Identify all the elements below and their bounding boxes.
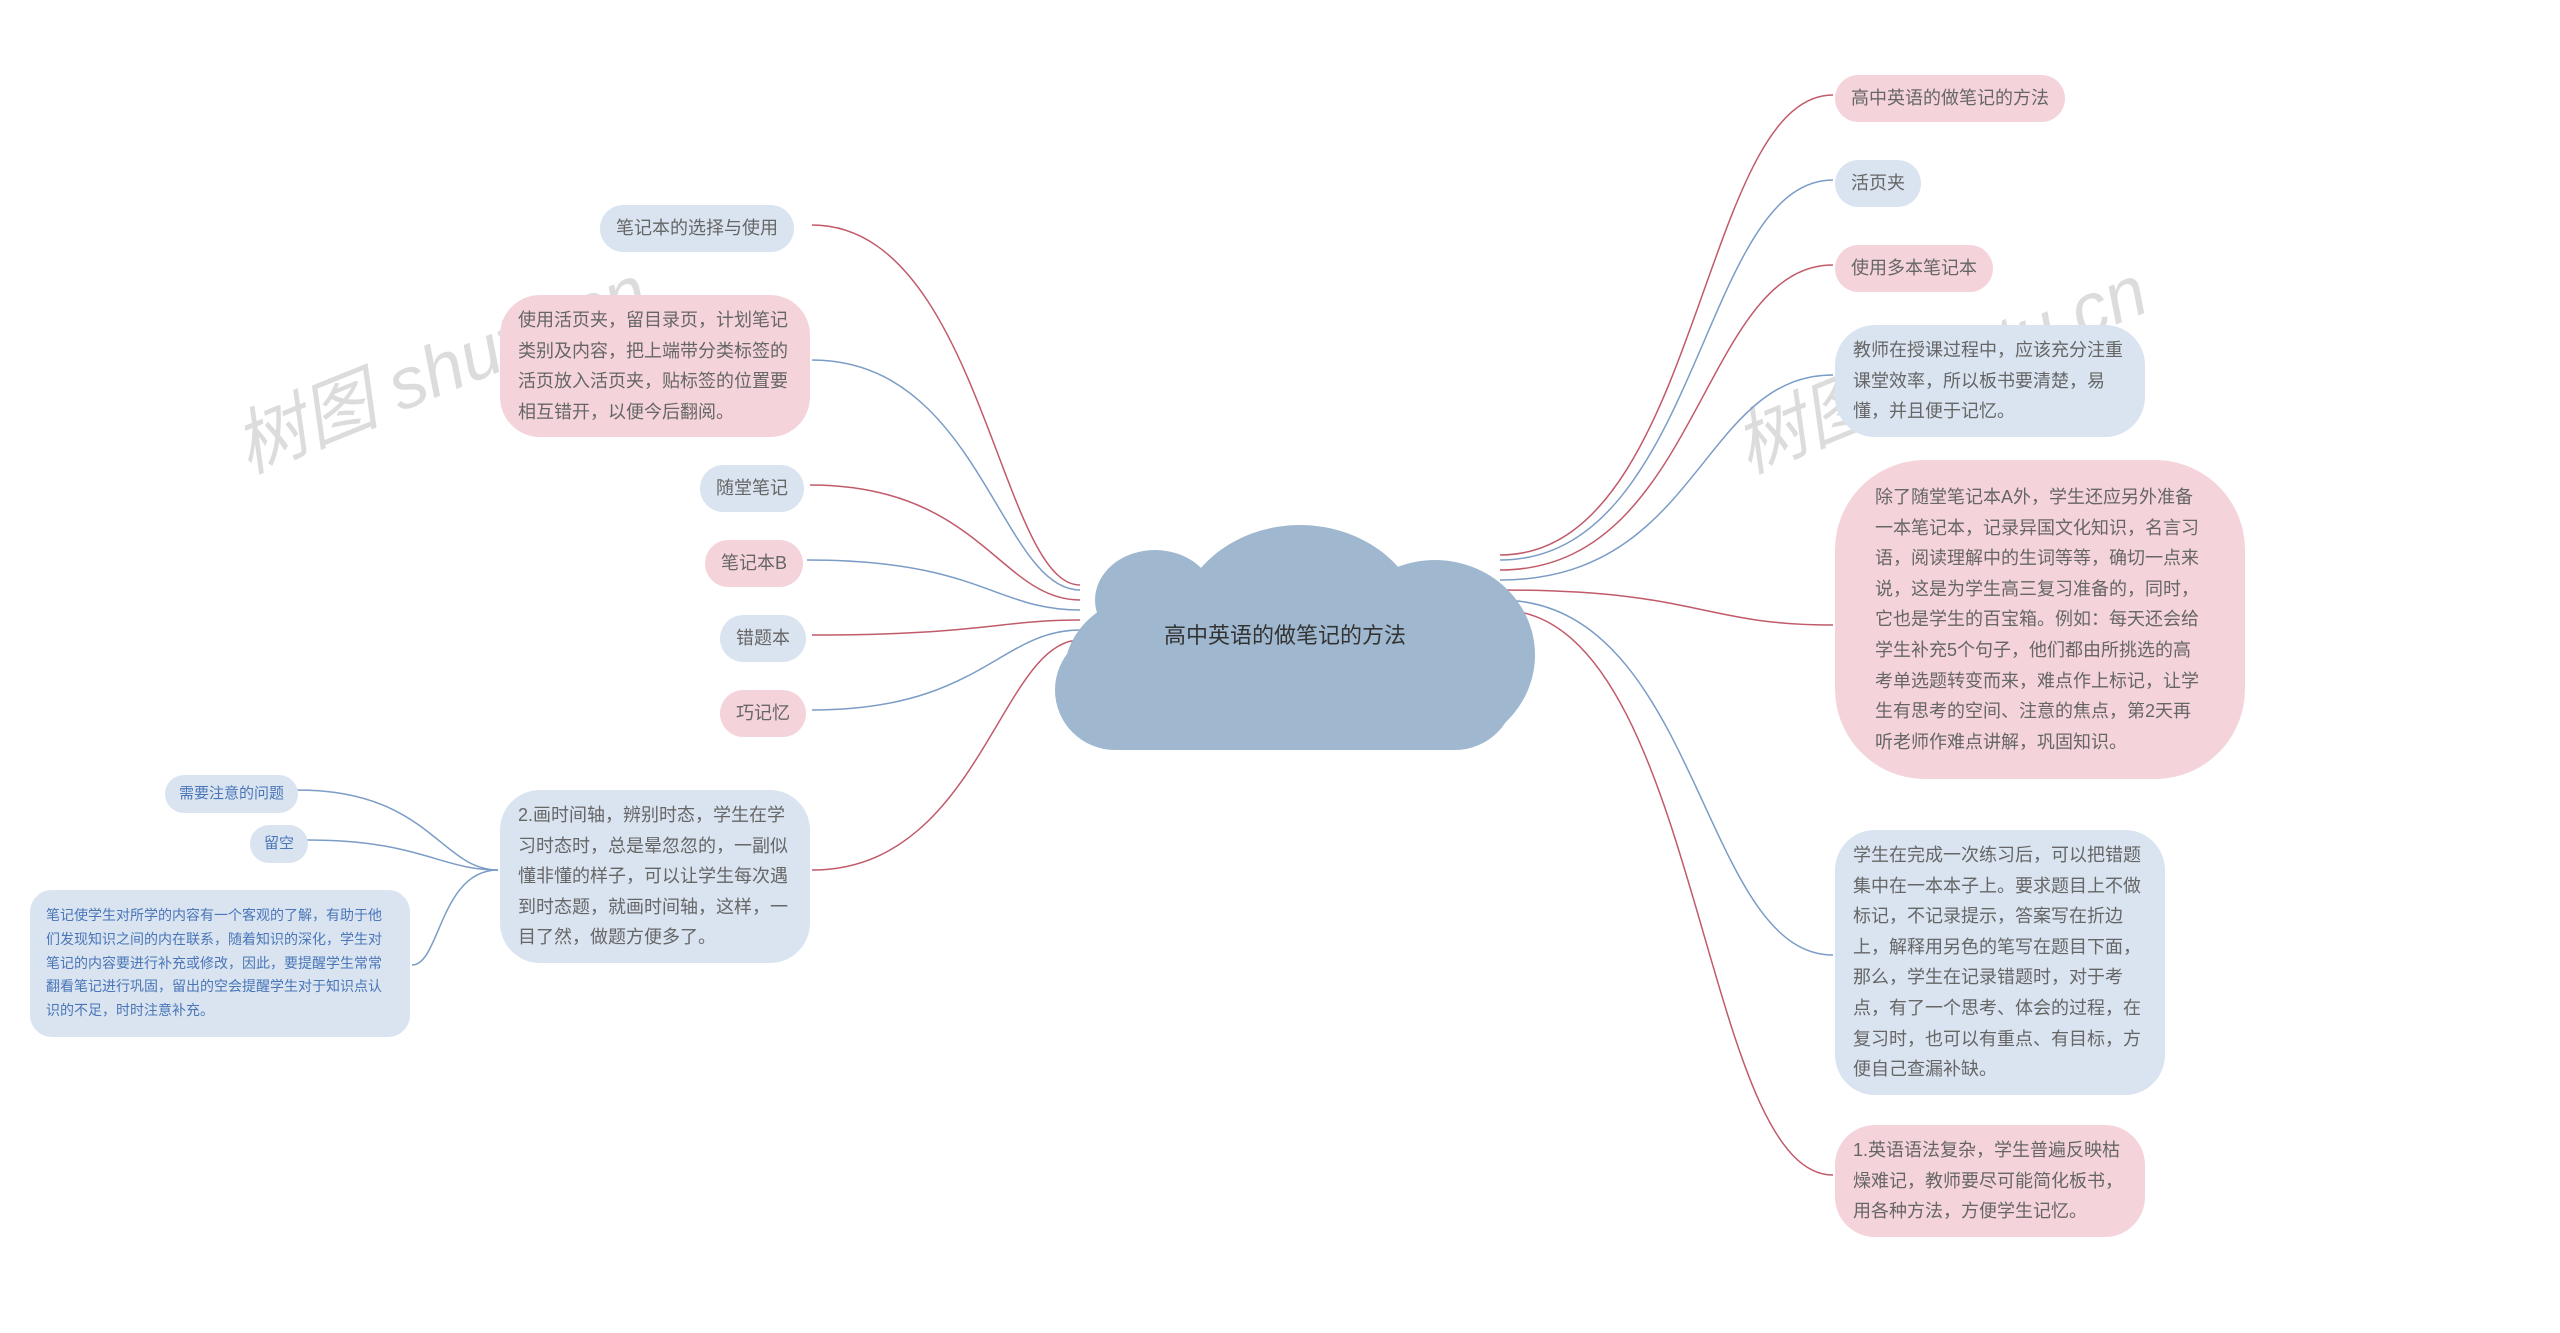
left-node-wrongbook[interactable]: 错题本	[720, 615, 806, 662]
left-node-memory-trick[interactable]: 巧记忆	[720, 690, 806, 737]
left-node-classnotes[interactable]: 随堂笔记	[700, 465, 804, 512]
right-node-extra-notebook[interactable]: 除了随堂笔记本A外，学生还应另外准备一本笔记本，记录异国文化知识，名言习语，阅读…	[1835, 460, 2245, 779]
right-node-grammar[interactable]: 1.英语语法复杂，学生普遍反映枯燥难记，教师要尽可能简化板书，用各种方法，方便学…	[1835, 1125, 2145, 1237]
center-node[interactable]: 高中英语的做笔记的方法	[1045, 480, 1525, 760]
left-sub-desc[interactable]: 笔记使学生对所学的内容有一个客观的了解，有助于他们发现知识之间的内在联系，随着知…	[30, 890, 410, 1037]
right-node-looseleaf[interactable]: 活页夹	[1835, 160, 1921, 207]
right-node-wrong-collection[interactable]: 学生在完成一次练习后，可以把错题集中在一本本子上。要求题目上不做标记，不记录提示…	[1835, 830, 2165, 1095]
right-node-teacher[interactable]: 教师在授课过程中，应该充分注重课堂效率，所以板书要清楚，易懂，并且便于记忆。	[1835, 325, 2145, 437]
right-node-multiple-notebooks[interactable]: 使用多本笔记本	[1835, 245, 1993, 292]
left-node-looseleaf-desc[interactable]: 使用活页夹，留目录页，计划笔记类别及内容，把上端带分类标签的活页放入活页夹，贴标…	[500, 295, 810, 437]
right-node-title[interactable]: 高中英语的做笔记的方法	[1835, 75, 2065, 122]
left-sub-leave-blank[interactable]: 留空	[250, 825, 308, 863]
left-node-notebook-b[interactable]: 笔记本B	[705, 540, 803, 587]
left-sub-attention[interactable]: 需要注意的问题	[165, 775, 298, 813]
mindmap-canvas: 树图 shutu.cn 树图 shutu.cn 高中英语的做笔记的方法 笔记本的…	[0, 0, 2560, 1333]
left-node-timeline[interactable]: 2.画时间轴，辨别时态，学生在学习时态时，总是晕忽忽的，一副似懂非懂的样子，可以…	[500, 790, 810, 963]
center-title: 高中英语的做笔记的方法	[1164, 618, 1406, 650]
left-node-notebook-choice[interactable]: 笔记本的选择与使用	[600, 205, 794, 252]
